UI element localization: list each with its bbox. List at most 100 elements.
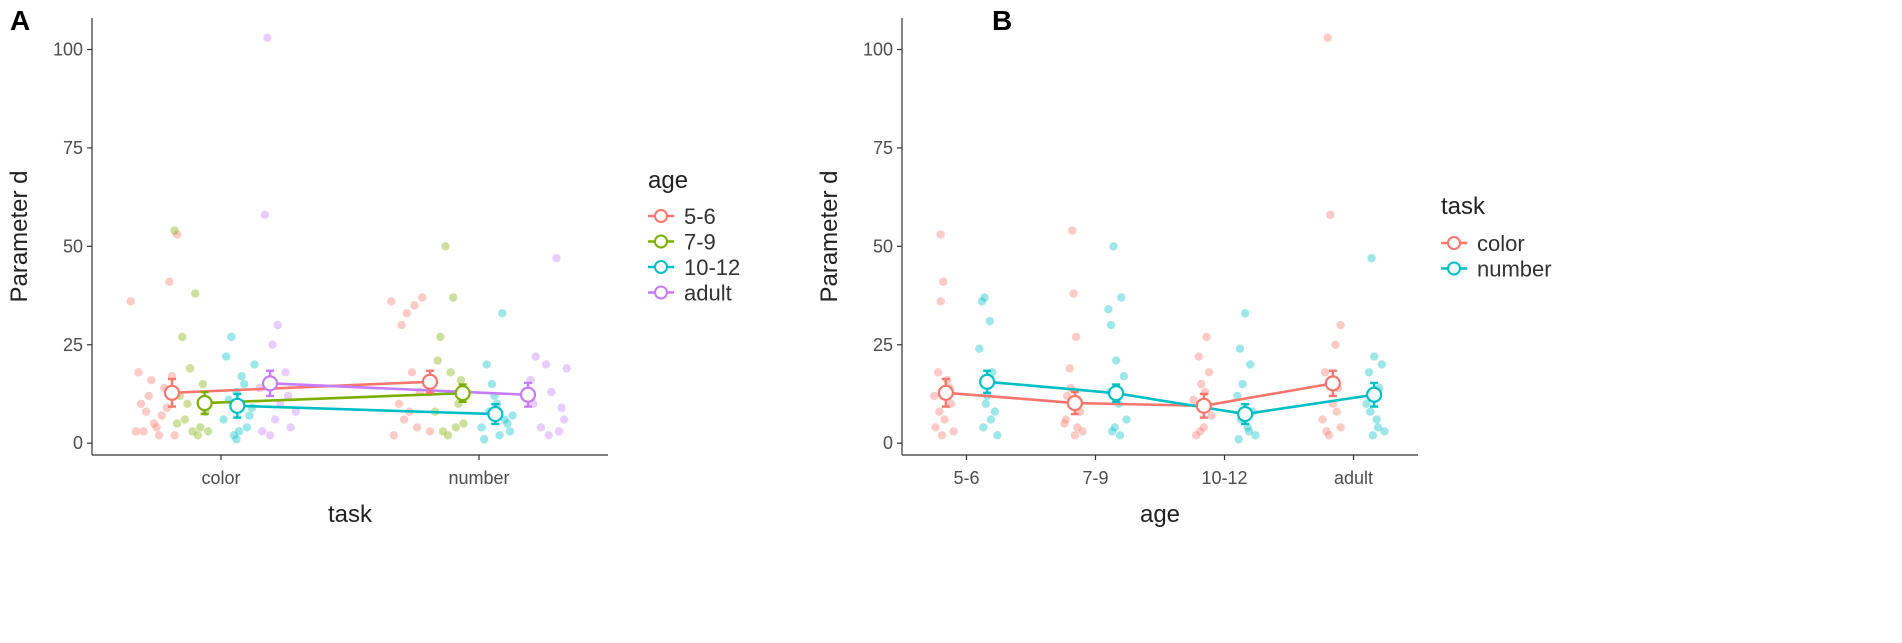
panel-a-mean-5-6 bbox=[163, 384, 181, 401]
panel-a-legend-title: age bbox=[648, 167, 688, 194]
panel-a-y-tick-label: 50 bbox=[63, 236, 83, 256]
panel-b-point-color bbox=[1336, 320, 1345, 330]
panel-b-point-color bbox=[1204, 368, 1214, 377]
panel-a-point-10-12 bbox=[477, 423, 486, 432]
panel-b-mean-number bbox=[1237, 405, 1254, 423]
panel-b-x-tick-label: adult bbox=[1334, 468, 1373, 488]
panel-a-point-adult bbox=[559, 415, 569, 424]
panel-b-point-color bbox=[1326, 210, 1335, 220]
panel-a-point-adult bbox=[531, 352, 540, 361]
panel-b-point-number bbox=[1119, 372, 1129, 381]
panel-a-line-5-6 bbox=[171, 380, 431, 395]
panel-a-point-10-12 bbox=[495, 431, 504, 440]
panel-a-mean-7-9 bbox=[196, 394, 213, 412]
panel-a-legend-label: 10-12 bbox=[684, 255, 740, 280]
panel-a-point-5-6 bbox=[410, 301, 419, 310]
panel-b-point-number bbox=[1235, 344, 1245, 353]
panel-a-point-adult bbox=[291, 407, 301, 416]
panel-a-point-7-9 bbox=[196, 423, 205, 432]
panel-b-point-color bbox=[1061, 415, 1071, 424]
panel-b-point-color bbox=[1320, 368, 1330, 377]
panel-b-point-color bbox=[1191, 431, 1201, 440]
panel-a-point-5-6 bbox=[131, 427, 141, 436]
panel-a-point-5-6 bbox=[425, 427, 435, 436]
panel-b-chart: 0 25 50 75 100 5-6 7-9 10-12 adult age Parameter d bbox=[816, 18, 1418, 528]
panel-b-mean-color bbox=[937, 384, 954, 401]
panel-b-point-number bbox=[1122, 415, 1131, 424]
panel-b-point-number bbox=[1243, 423, 1252, 432]
panel-a-point-7-9 bbox=[183, 399, 192, 409]
panel-b-mean-color bbox=[1066, 394, 1083, 412]
panel-a-point-7-9 bbox=[443, 431, 453, 440]
panel-a-legend-key-marker bbox=[654, 285, 668, 300]
panel-a-point-5-6 bbox=[402, 309, 411, 318]
panel-b-mean-number bbox=[1366, 386, 1383, 403]
panel-b-point-number bbox=[1111, 356, 1121, 365]
panel-b-point-color bbox=[1332, 407, 1341, 416]
panel-b-point-color bbox=[1195, 427, 1205, 436]
panel-b-point-number bbox=[1117, 293, 1126, 302]
panel-a-point-5-6 bbox=[157, 411, 166, 420]
panel-b-line-color bbox=[945, 382, 1334, 408]
panel-a-point-5-6 bbox=[139, 427, 148, 436]
panel-b-legend-key-marker bbox=[1447, 261, 1461, 276]
panel-a-point-5-6 bbox=[152, 423, 161, 432]
panel-b-point-color bbox=[1069, 289, 1078, 298]
panel-a-point-adult bbox=[544, 431, 553, 440]
panel-a-point-adult bbox=[283, 391, 293, 401]
panel-a-legend-label: adult bbox=[684, 281, 732, 306]
panel-a-point-adult bbox=[273, 320, 282, 330]
panel-a-point-10-12 bbox=[508, 411, 517, 420]
panel-a-point-5-6 bbox=[394, 399, 404, 409]
panel-a-point-10-12 bbox=[237, 372, 246, 381]
panel-b-point-number bbox=[1104, 305, 1113, 314]
panel-b-point-color bbox=[1070, 431, 1080, 440]
panel-a-point-adult bbox=[258, 427, 267, 436]
panel-a-point-adult bbox=[541, 360, 551, 369]
panel-b-point-number bbox=[1110, 423, 1120, 432]
panel-a-point-5-6 bbox=[412, 423, 422, 432]
panel-b-y-tick-label: 0 bbox=[883, 433, 893, 453]
panel-a-legend-key-marker bbox=[654, 260, 668, 274]
panel-a-legend-label: 5-6 bbox=[684, 204, 716, 229]
panel-a-mean-7-9 bbox=[454, 385, 471, 402]
panel-a-point-7-9 bbox=[436, 332, 445, 342]
panel-a-mean-adult bbox=[519, 386, 537, 403]
panel-a-y-axis-title: Parameter d bbox=[6, 170, 33, 302]
panel-a-x-tick-label: number bbox=[448, 468, 509, 488]
panel-b-legend-key-marker bbox=[1447, 236, 1461, 250]
panel-a-point-7-9 bbox=[188, 427, 197, 436]
panel-b-point-number bbox=[1238, 379, 1247, 389]
panel-a-point-adult bbox=[263, 33, 272, 42]
panel-b-point-number bbox=[1240, 309, 1250, 318]
panel-a-legend-key-marker bbox=[654, 209, 668, 223]
panel-a-mean-10-12 bbox=[229, 397, 246, 414]
panel-a-point-7-9 bbox=[193, 431, 202, 440]
panel-a-point-10-12 bbox=[227, 332, 236, 342]
panel-a-point-7-9 bbox=[170, 226, 179, 235]
panel-a-point-5-6 bbox=[389, 431, 399, 440]
panel-a-line-7-9 bbox=[204, 391, 463, 405]
panel-a-point-7-9 bbox=[178, 332, 187, 342]
panel-a-point-10-12 bbox=[505, 427, 515, 436]
panel-a-point-adult bbox=[552, 253, 561, 263]
panel-b-y-axis-title: Parameter d bbox=[816, 170, 843, 302]
panel-a-y-tick-label: 100 bbox=[53, 39, 83, 59]
panel-b-point-number bbox=[985, 316, 994, 326]
panel-a-point-7-9 bbox=[459, 419, 468, 428]
panel-a-point-adult bbox=[547, 387, 556, 397]
panel-b-point-number bbox=[1233, 391, 1242, 401]
panel-b-point-number bbox=[1251, 431, 1260, 440]
panel-a-point-adult bbox=[281, 368, 290, 377]
panel-b-point-number bbox=[977, 297, 987, 306]
panel-b-point-color bbox=[931, 423, 940, 432]
panel-a-line-10-12 bbox=[237, 404, 496, 416]
panel-b-point-color bbox=[1323, 33, 1332, 42]
panel-a-point-adult bbox=[554, 427, 564, 436]
panel-b-y-tick-label: 25 bbox=[873, 335, 893, 355]
panel-a-point-10-12 bbox=[498, 309, 507, 318]
panel-a-point-10-12 bbox=[219, 415, 228, 424]
panel-b-point-number bbox=[1373, 423, 1383, 432]
